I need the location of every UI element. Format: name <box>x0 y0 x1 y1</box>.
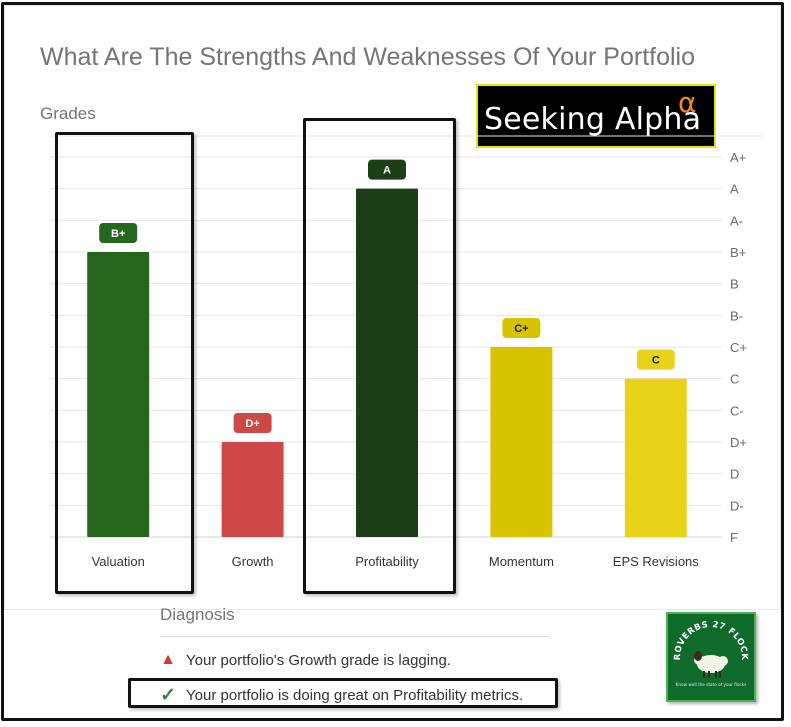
y-tick-label: C+ <box>730 340 747 355</box>
warning-icon: ▲ <box>160 651 176 668</box>
sheep-logo-icon: PROVERBS 27 FLOCKS Know well the state o… <box>665 607 749 687</box>
page-title: What Are The Strengths And Weaknesses Of… <box>40 43 696 71</box>
y-tick-label: B- <box>730 308 743 323</box>
grade-badge <box>502 318 541 338</box>
y-tick-label: D <box>730 467 739 482</box>
bar <box>87 252 150 537</box>
data-label: C+ <box>514 323 528 335</box>
stamp-tagline: Know well the state of your flocks <box>676 682 747 687</box>
y-tick-label: B+ <box>730 245 746 260</box>
data-label: B+ <box>111 228 125 240</box>
diagnosis-item-text: Your portfolio's Growth grade is lagging… <box>186 651 451 669</box>
logo-text: Seeking Alpha <box>484 102 702 137</box>
diagnosis-item-growth: ▲ Your portfolio's Growth grade is laggi… <box>158 651 451 669</box>
highlight-box-profitability <box>303 118 456 594</box>
y-tick-label: A <box>730 182 739 197</box>
data-label: D+ <box>245 418 259 430</box>
grades-label: Grades <box>40 104 96 123</box>
highlight-box-diagnosis <box>128 678 558 708</box>
grade-badge <box>99 223 138 243</box>
y-tick-label: F <box>730 530 738 545</box>
x-tick-label: Momentum <box>489 554 554 569</box>
grade-badge <box>368 159 406 180</box>
data-label: A <box>383 165 391 177</box>
y-tick-label: D- <box>730 498 744 513</box>
diagnosis-item-profitability: ✓ Your portfolio is doing great on Profi… <box>158 684 523 707</box>
diagnosis-item-text: Your portfolio is doing great on Profita… <box>186 687 524 704</box>
y-tick-label: C- <box>730 403 744 418</box>
data-label: C <box>652 355 660 367</box>
y-tick-label: A- <box>730 213 743 228</box>
x-tick-label: Growth <box>232 554 274 569</box>
x-tick-label: EPS Revisions <box>613 554 699 569</box>
grade-badge <box>233 413 272 433</box>
y-tick-label: B <box>730 277 739 292</box>
x-tick-label: Valuation <box>92 554 145 569</box>
bar <box>490 347 553 537</box>
diagnosis-title: Diagnosis <box>160 605 235 624</box>
grades-bar-chart: F D- D D+ C- C C+ B- B B+ A- A A+ B+ Valuation D+ Growth… <box>50 135 762 569</box>
y-tick-label: A+ <box>730 150 746 165</box>
diagnosis-divider <box>160 636 550 637</box>
bar <box>221 442 284 537</box>
y-tick-label: C <box>730 372 739 387</box>
logo-alpha-icon: α <box>678 86 697 119</box>
check-icon: ✓ <box>160 685 176 706</box>
seeking-alpha-logo: Seeking Alpha α <box>476 84 716 148</box>
highlight-box-valuation <box>55 132 194 594</box>
bar <box>356 188 418 537</box>
y-tick-label: D+ <box>730 435 747 450</box>
proverbs-27-flocks-logo: PROVERBS 27 FLOCKS Know well the state o… <box>665 607 756 702</box>
bar <box>624 378 687 537</box>
svg-text:PROVERBS 27 FLOCKS: PROVERBS 27 FLOCKS <box>668 614 749 661</box>
stamp-text: PROVERBS 27 FLOCKS <box>665 607 749 661</box>
grade-badge <box>636 349 675 370</box>
x-tick-label: Profitability <box>355 554 419 569</box>
